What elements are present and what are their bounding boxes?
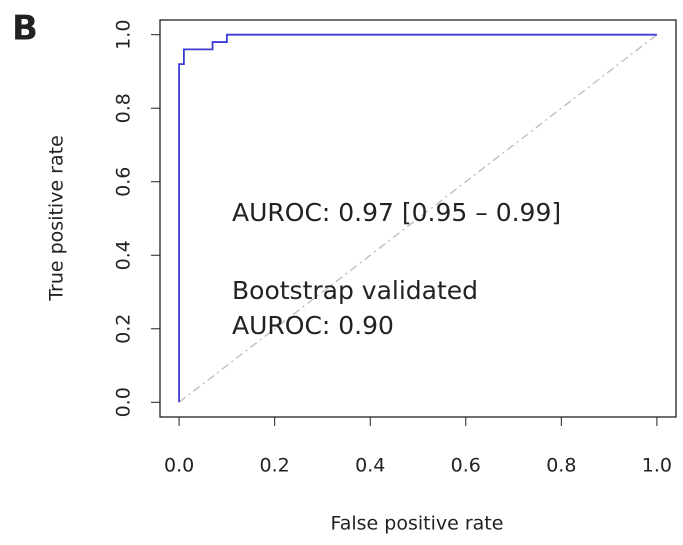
x-axis-title: False positive rate (331, 513, 504, 535)
y-tick-label: 0.8 (113, 93, 135, 123)
roc-curve (178, 33, 657, 403)
x-tick-label: 1.0 (642, 455, 672, 477)
annotation: AUROC: 0.90 (232, 311, 394, 340)
x-tick-label: 0.6 (451, 455, 481, 477)
y-tick-label: 0.4 (113, 240, 135, 270)
x-tick-label: 0.4 (355, 455, 385, 477)
panel-label: B (12, 9, 38, 49)
reference-line (178, 34, 658, 403)
x-tick-label: 0.8 (546, 455, 576, 477)
y-tick-label: 0.0 (113, 387, 135, 417)
y-tick-label: 1.0 (113, 20, 135, 50)
y-axis-title: True positive rate (46, 135, 68, 302)
y-tick-label: 0.6 (113, 167, 135, 197)
plot-box (159, 19, 677, 418)
y-tick-label: 0.2 (113, 314, 135, 344)
x-tick-label: 0.0 (164, 455, 194, 477)
annotation: Bootstrap validated (232, 276, 478, 305)
annotation: AUROC: 0.97 [0.95 – 0.99] (232, 198, 561, 227)
x-tick-label: 0.2 (260, 455, 290, 477)
